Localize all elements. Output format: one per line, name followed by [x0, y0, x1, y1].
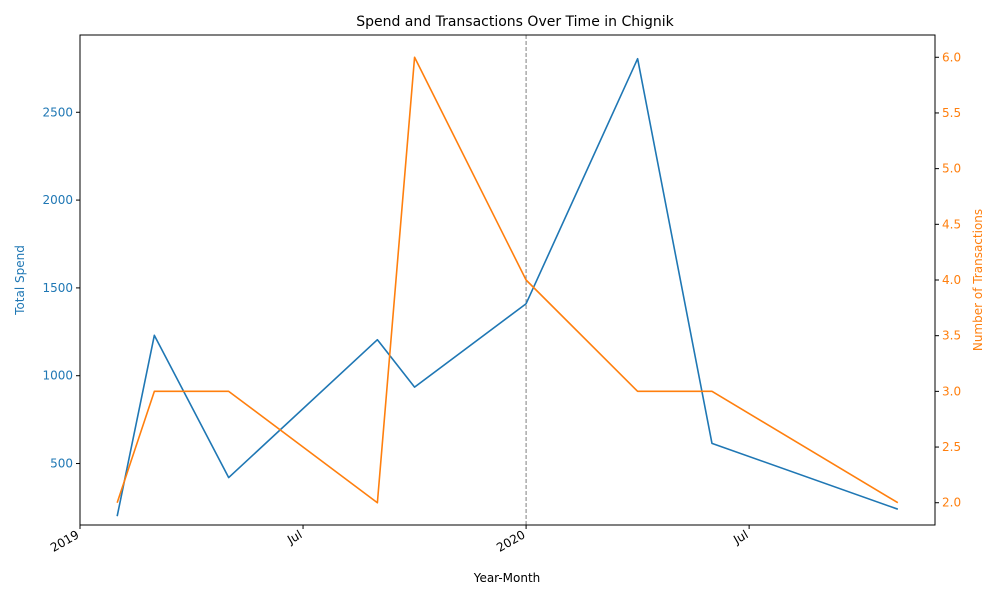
right-tick-label: 5.0: [942, 162, 961, 176]
x-tick-label: Jul: [284, 527, 304, 547]
left-tick-label: 1500: [42, 281, 73, 295]
chart-title: Spend and Transactions Over Time in Chig…: [356, 14, 674, 30]
right-tick-label: 3.5: [942, 329, 961, 343]
right-tick-label: 5.5: [942, 106, 961, 120]
left-axis-title: Total Spend: [13, 245, 27, 316]
right-tick-label: 4.0: [942, 273, 961, 287]
right-tick-label: 6.0: [942, 50, 961, 64]
left-tick-label: 1000: [42, 369, 73, 383]
right-axis-title: Number of Transactions: [971, 209, 985, 351]
left-tick-label: 500: [50, 457, 73, 471]
right-tick-label: 2.5: [942, 440, 961, 454]
series-layer: [116, 56, 899, 517]
left-tick-label: 2000: [42, 193, 73, 207]
x-axis-title: Year-Month: [473, 571, 541, 585]
left-tick-label: 2500: [42, 105, 73, 119]
left-axis: 500 1000 1500 2000 2500: [42, 105, 80, 471]
right-tick-label: 3.0: [942, 384, 961, 398]
right-tick-label: 4.5: [942, 217, 961, 231]
right-axis: 2.0 2.5 3.0 3.5 4.0 4.5 5.0 5.5 6.0: [935, 50, 961, 510]
x-tick-label: Jul: [730, 527, 750, 547]
right-tick-label: 2.0: [942, 496, 961, 510]
